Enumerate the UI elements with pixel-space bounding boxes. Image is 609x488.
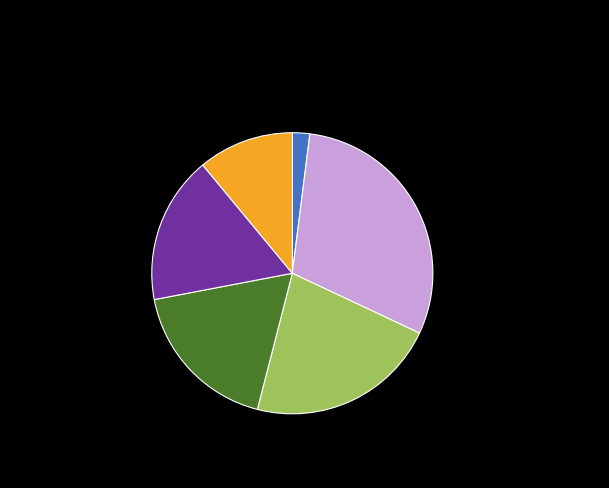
Wedge shape [258,273,420,414]
Wedge shape [292,133,310,273]
Wedge shape [152,165,292,300]
Wedge shape [203,133,292,273]
Wedge shape [292,134,433,333]
Wedge shape [154,273,292,409]
